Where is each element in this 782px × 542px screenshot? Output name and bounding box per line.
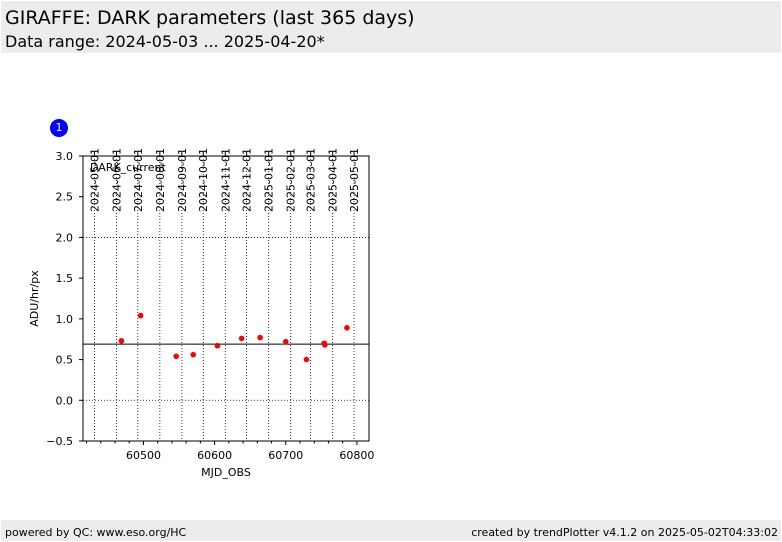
page-subtitle: Data range: 2024-05-03 ... 2025-04-20* — [5, 32, 325, 51]
x-axis-label: MJD_OBS — [201, 466, 251, 479]
date-tick-label: 2024-06-01 — [110, 148, 123, 212]
page-title: GIRAFFE: DARK parameters (last 365 days) — [5, 7, 415, 29]
x-tick-label: 60800 — [339, 449, 374, 462]
vertical-gridlines — [93, 156, 355, 441]
y-tick-label: 3.0 — [56, 150, 74, 163]
y-tick-label: 2.5 — [56, 191, 74, 204]
data-point — [190, 351, 197, 358]
date-tick-label: 2024-11-01 — [219, 148, 232, 212]
date-tick-label: 2025-03-01 — [305, 148, 318, 212]
data-point — [322, 342, 328, 348]
date-tick-label: 2024-12-01 — [241, 148, 254, 212]
top-date-axis: 2024-05-01 2024-06-01 2024-07-01 2024-08-01… — [88, 148, 361, 212]
panel-label: DARK_current — [90, 161, 167, 174]
data-point — [118, 338, 125, 344]
x-axis-ticks: 60500 60600 60700 60800 — [86, 441, 374, 462]
date-tick-label: 2025-04-01 — [327, 148, 340, 212]
date-tick-label: 2025-05-01 — [348, 148, 361, 212]
date-tick-label: 2024-10-01 — [197, 148, 210, 212]
date-tick-label: 2024-08-01 — [154, 148, 167, 212]
y-tick-label: 1.5 — [56, 272, 74, 285]
data-point — [137, 312, 144, 319]
y-tick-label: 0.0 — [56, 394, 74, 407]
plot-frame — [82, 155, 370, 442]
y-tick-label: 0.5 — [56, 354, 74, 367]
data-point — [238, 335, 245, 342]
data-point — [303, 356, 310, 363]
data-points — [118, 312, 350, 363]
x-tick-label: 60600 — [197, 449, 232, 462]
y-axis-ticks: −0.5 0.0 0.5 1.0 1.5 2.0 2.5 3.0 — [46, 150, 83, 448]
horizontal-gridlines — [83, 237, 369, 401]
y-tick-label: 1.0 — [56, 313, 74, 326]
date-tick-label: 2025-01-01 — [263, 148, 276, 212]
header-bar: GIRAFFE: DARK parameters (last 365 days)… — [1, 1, 781, 53]
x-tick-label: 60700 — [268, 449, 303, 462]
data-point — [214, 342, 221, 349]
y-axis-label: ADU/hr/px — [28, 270, 41, 327]
date-tick-label: 2025-02-01 — [285, 148, 298, 212]
footer-credit: powered by QC: www.eso.org/HC — [5, 526, 187, 539]
footer-bar: powered by QC: www.eso.org/HC created by… — [1, 520, 781, 541]
plot-number-badge: 1 — [50, 119, 68, 137]
y-tick-label: 2.0 — [56, 231, 74, 244]
x-tick-label: 60500 — [126, 449, 161, 462]
date-tick-label: 2024-09-01 — [176, 148, 189, 212]
data-point — [344, 325, 350, 331]
footer-created-info: created by trendPlotter v4.1.2 on 2025-0… — [471, 526, 778, 539]
data-point — [257, 334, 263, 341]
date-tick-label: 2024-05-01 — [88, 148, 101, 212]
y-tick-label: −0.5 — [46, 435, 73, 448]
data-point — [173, 353, 179, 360]
data-point — [282, 338, 289, 345]
date-tick-label: 2024-07-01 — [132, 148, 145, 212]
